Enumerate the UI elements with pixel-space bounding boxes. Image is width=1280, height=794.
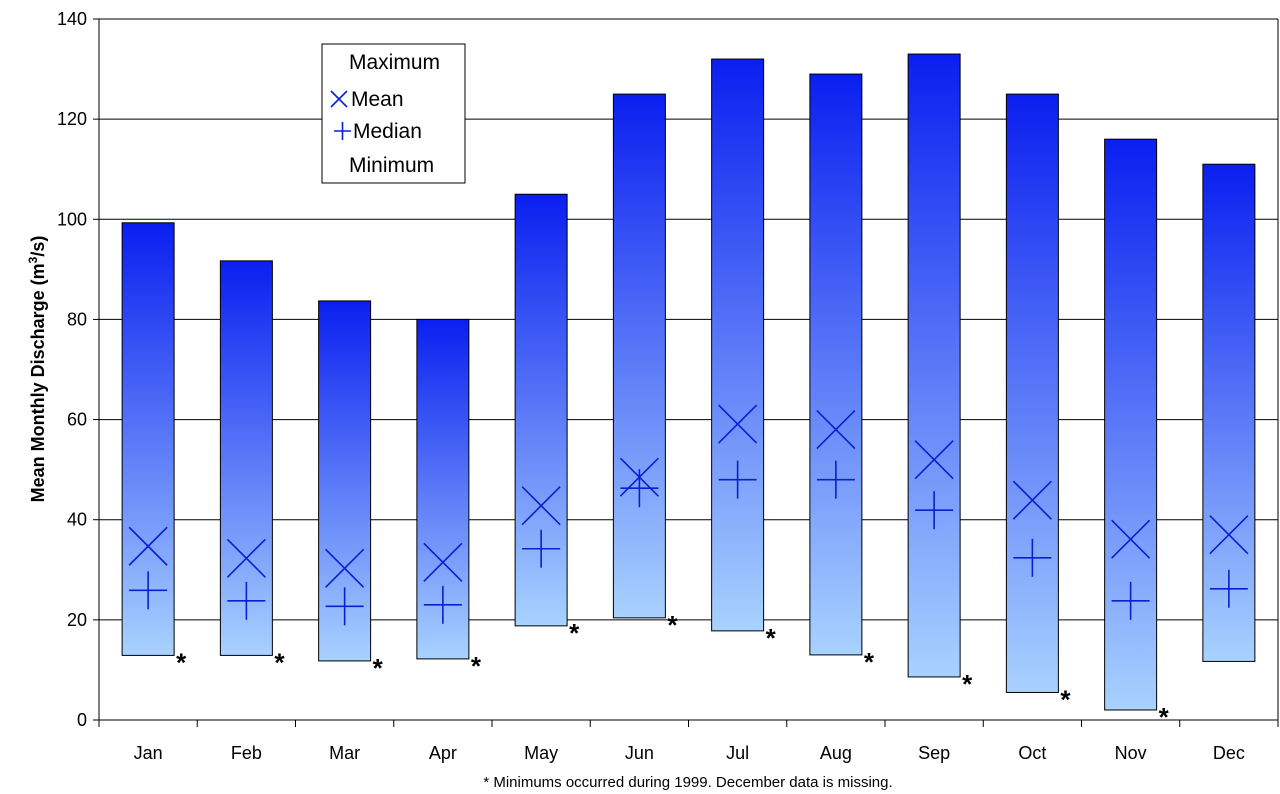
- mean-marker: [325, 548, 365, 588]
- median-marker: [129, 571, 168, 610]
- x-tick-label: Mar: [329, 743, 360, 763]
- minimum-star: *: [1159, 702, 1170, 732]
- median-marker: [816, 460, 855, 499]
- legend-median-icon: [334, 122, 351, 140]
- mean-marker-stroke: [914, 440, 954, 480]
- mean-marker: [128, 526, 168, 566]
- median-marker: [325, 587, 364, 626]
- x-tick-label: Nov: [1115, 743, 1147, 763]
- mean-marker: [1111, 519, 1151, 559]
- mean-marker: [914, 440, 954, 480]
- median-marker: [227, 581, 266, 620]
- y-axis-title: Mean Monthly Discharge (m3/s): [26, 236, 48, 503]
- mean-marker: [816, 410, 856, 450]
- gridlines: [99, 18, 1278, 621]
- minimum-star: *: [176, 647, 187, 677]
- tick-labels: 0 20 40 60 80 100 120 140 Jan Feb Mar Apr May Jun Jul A…: [57, 9, 1245, 763]
- minimum-star: *: [1060, 684, 1071, 714]
- mean-marker: [521, 486, 561, 526]
- legend-label-median: Median: [353, 120, 422, 143]
- x-tick-label: Feb: [231, 743, 262, 763]
- y-tick-label: 120: [57, 109, 87, 129]
- legend-box: [321, 43, 466, 184]
- y-tick-label: 140: [57, 9, 87, 29]
- mean-marker-stroke: [1209, 515, 1249, 555]
- mean-marker: [718, 404, 758, 444]
- mean-marker-stroke: [521, 486, 561, 526]
- y-axis-title-tail: /s): [28, 236, 48, 257]
- mean-marker: [423, 542, 463, 582]
- mean-marker-stroke: [128, 526, 168, 566]
- mean-marker-stroke: [325, 548, 365, 588]
- markers: [128, 404, 1249, 626]
- minimum-star: *: [962, 669, 973, 699]
- minimum-star: *: [274, 647, 285, 677]
- x-tick-label: Dec: [1213, 743, 1245, 763]
- y-tick-label: 80: [67, 309, 87, 329]
- legend-label-maximum: Maximum: [349, 51, 440, 74]
- x-tick-label: Jun: [625, 743, 654, 763]
- median-marker: [718, 460, 757, 499]
- mean-marker-stroke: [1012, 480, 1052, 520]
- y-axis-title-main: Mean Monthly Discharge (m: [28, 263, 48, 502]
- range-bar: [1104, 138, 1158, 711]
- median-marker: [1013, 538, 1052, 577]
- mean-marker: [1012, 480, 1052, 520]
- median-marker: [620, 469, 659, 508]
- x-tick-label: Aug: [820, 743, 852, 763]
- x-tick-label: Jan: [134, 743, 163, 763]
- x-tick-label: Jul: [726, 743, 749, 763]
- range-bar: [711, 58, 765, 632]
- mean-marker-stroke: [816, 410, 856, 450]
- x-tick-label: Apr: [429, 743, 457, 763]
- mean-marker-stroke: [1111, 519, 1151, 559]
- median-marker: [522, 529, 561, 568]
- minimum-star: *: [864, 647, 875, 677]
- median-marker: [423, 585, 462, 624]
- mean-marker-stroke: [423, 542, 463, 582]
- legend-mean-icon: [330, 90, 348, 108]
- range-bar: [907, 53, 961, 678]
- y-tick-label: 20: [67, 610, 87, 630]
- mean-marker: [226, 538, 266, 578]
- minimum-star: *: [766, 623, 777, 653]
- y-tick-label: 100: [57, 209, 87, 229]
- minimum-star: *: [373, 653, 384, 683]
- y-tick-label: 40: [67, 510, 87, 530]
- footnote: * Minimums occurred during 1999. Decembe…: [483, 774, 892, 791]
- x-tick-label: Sep: [918, 743, 950, 763]
- range-bar: [612, 93, 666, 619]
- y-axis-title-sup: 3: [26, 256, 40, 263]
- median-marker: [1209, 569, 1248, 608]
- x-tick-label: Oct: [1018, 743, 1046, 763]
- median-marker: [1111, 581, 1150, 620]
- mean-marker-stroke: [226, 538, 266, 578]
- median-marker: [915, 491, 954, 530]
- legend-label-mean: Mean: [351, 88, 404, 111]
- legend: Maximum Mean Median Minimum: [321, 43, 466, 184]
- minimum-star: *: [667, 610, 678, 640]
- minimum-star: *: [569, 618, 580, 648]
- axes: [93, 18, 1279, 727]
- mean-marker: [1209, 515, 1249, 555]
- minimum-markers: * * * * * * * * * * *: [176, 610, 1170, 732]
- minimum-star: *: [471, 651, 482, 681]
- range-bar: [809, 73, 863, 656]
- bars: [121, 53, 1256, 711]
- legend-label-minimum: Minimum: [349, 154, 434, 177]
- y-tick-label: 0: [77, 710, 87, 730]
- range-bar: [1005, 93, 1059, 693]
- mean-marker-stroke: [718, 404, 758, 444]
- x-tick-label: May: [524, 743, 558, 763]
- y-tick-label: 60: [67, 410, 87, 430]
